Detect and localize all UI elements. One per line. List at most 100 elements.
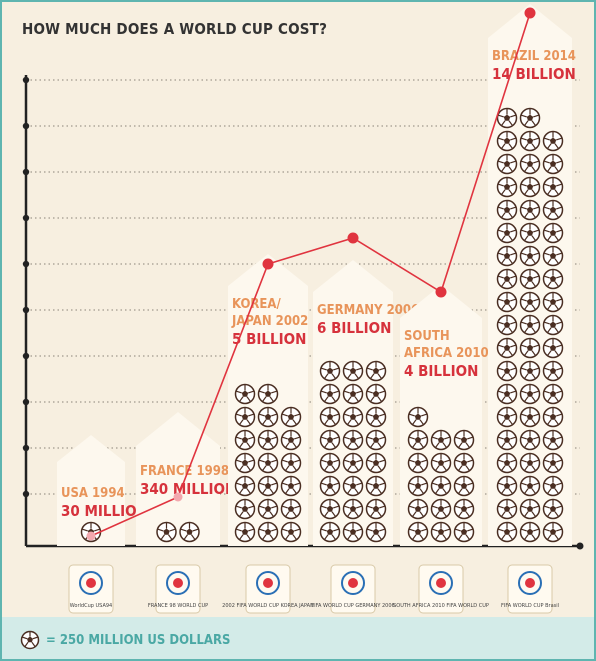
soccer-ball	[280, 475, 302, 497]
page-title: HOW MUCH DOES A WORLD CUP COST?	[22, 20, 328, 38]
axis-end-dot	[576, 542, 584, 550]
data-point	[435, 286, 447, 298]
soccer-ball	[542, 222, 564, 244]
soccer-ball	[496, 521, 518, 543]
soccer-ball	[519, 521, 541, 543]
soccer-ball	[342, 521, 364, 543]
logo-text: WorldCup USA94	[70, 603, 112, 609]
soccer-ball	[519, 291, 541, 313]
soccer-ball	[342, 429, 364, 451]
value-label: 14 BILLION	[492, 65, 576, 83]
series-line	[90, 12, 531, 537]
logo-text: SOUTH AFRICA 2010 FIFA WORLD CUP	[393, 603, 489, 609]
soccer-ball	[542, 475, 564, 497]
tournament-logo: FRANCE 98 WORLD CUP	[148, 564, 208, 614]
soccer-ball	[342, 452, 364, 474]
soccer-ball	[496, 498, 518, 520]
tournament-logo: SOUTH AFRICA 2010 FIFA WORLD CUP	[393, 564, 489, 614]
column-background	[57, 435, 125, 546]
soccer-ball	[519, 130, 541, 152]
category-label: AFRICA 2010	[404, 346, 489, 361]
soccer-ball	[280, 498, 302, 520]
soccer-ball	[453, 429, 475, 451]
soccer-ball	[280, 452, 302, 474]
soccer-ball	[319, 429, 341, 451]
tournament-logo: FIFA WORLD CUP GERMANY 2006	[311, 564, 395, 614]
logo-text: FIFA WORLD CUP GERMANY 2006	[311, 603, 394, 609]
soccer-ball	[257, 521, 279, 543]
soccer-ball	[319, 452, 341, 474]
soccer-ball	[257, 498, 279, 520]
column-background	[136, 412, 220, 546]
soccer-ball	[453, 452, 475, 474]
soccer-ball	[342, 360, 364, 382]
soccer-ball	[257, 406, 279, 428]
soccer-ball	[542, 406, 564, 428]
soccer-ball	[542, 130, 564, 152]
soccer-ball	[496, 176, 518, 198]
soccer-ball	[519, 498, 541, 520]
soccer-ball	[542, 498, 564, 520]
soccer-ball	[519, 107, 541, 129]
soccer-ball	[319, 360, 341, 382]
category-label: BRAZIL 2014	[492, 49, 576, 64]
soccer-ball	[519, 475, 541, 497]
soccer-ball	[365, 452, 387, 474]
soccer-ball	[319, 521, 341, 543]
value-label: 30 MILLION	[61, 502, 148, 520]
soccer-ball	[453, 475, 475, 497]
category-label: JAPAN 2002	[231, 314, 308, 329]
category-label: GERMANY 2006	[317, 303, 419, 318]
soccer-ball	[519, 176, 541, 198]
tournament-logo: 2002 FIFA WORLD CUP KOREA JAPAN	[222, 564, 314, 614]
soccer-ball	[496, 130, 518, 152]
soccer-ball	[257, 452, 279, 474]
soccer-ball	[365, 383, 387, 405]
soccer-ball	[365, 475, 387, 497]
data-point	[347, 232, 359, 244]
soccer-ball	[407, 498, 429, 520]
soccer-ball	[234, 406, 256, 428]
soccer-ball	[430, 452, 452, 474]
soccer-ball	[280, 429, 302, 451]
soccer-ball	[519, 383, 541, 405]
soccer-ball	[234, 452, 256, 474]
soccer-ball-icon	[20, 630, 40, 650]
soccer-ball	[156, 521, 177, 543]
legend-label: = 250 MILLION US DOLLARS	[46, 632, 231, 648]
soccer-ball	[542, 429, 564, 451]
soccer-ball	[542, 291, 564, 313]
soccer-ball	[519, 360, 541, 382]
data-point	[524, 7, 536, 19]
soccer-ball	[519, 337, 541, 359]
soccer-ball	[234, 429, 256, 451]
category-label: USA 1994	[61, 486, 125, 501]
soccer-ball	[407, 521, 429, 543]
soccer-ball	[496, 199, 518, 221]
soccer-ball	[519, 452, 541, 474]
soccer-ball	[542, 245, 564, 267]
soccer-ball	[319, 406, 341, 428]
soccer-ball	[365, 429, 387, 451]
value-label: 4 BILLION	[404, 362, 478, 380]
soccer-ball	[519, 429, 541, 451]
soccer-ball	[179, 521, 200, 543]
soccer-ball	[519, 245, 541, 267]
tournament-logo: WorldCup USA94	[68, 564, 114, 614]
soccer-ball	[542, 383, 564, 405]
soccer-ball	[257, 429, 279, 451]
soccer-ball	[234, 383, 256, 405]
soccer-ball	[430, 498, 452, 520]
logo-text: 2002 FIFA WORLD CUP KOREA JAPAN	[222, 603, 314, 609]
soccer-ball	[453, 521, 475, 543]
soccer-ball	[519, 314, 541, 336]
soccer-ball	[496, 153, 518, 175]
soccer-ball	[519, 199, 541, 221]
soccer-ball	[542, 176, 564, 198]
soccer-ball	[430, 521, 452, 543]
data-point	[86, 531, 96, 541]
soccer-ball	[496, 383, 518, 405]
soccer-ball	[407, 452, 429, 474]
